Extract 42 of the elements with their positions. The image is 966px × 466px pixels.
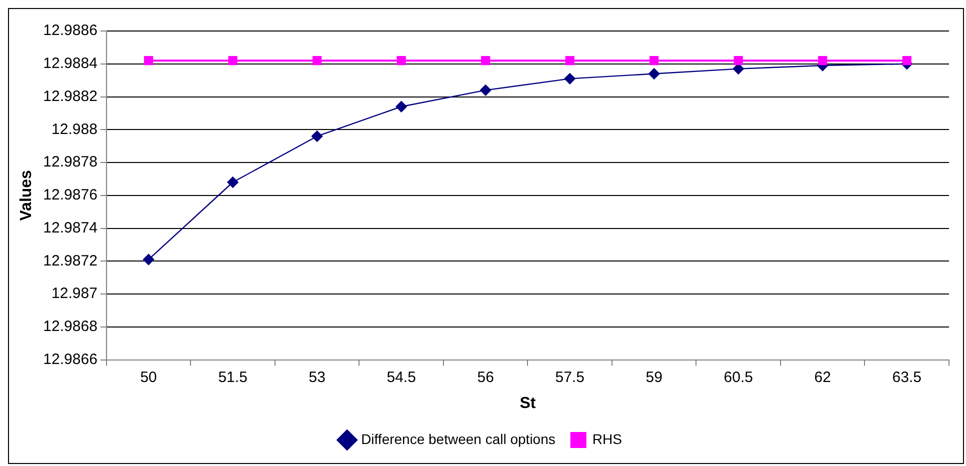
y-tick-label: 12.9866 [43,350,98,368]
y-tick-label: 12.9886 [43,22,98,40]
y-tick-label: 12.9876 [43,186,98,204]
y-tick-label: 12.9882 [43,88,98,105]
point [228,56,238,66]
legend-label: Difference between call options [361,430,556,447]
point [902,56,912,66]
point [396,56,406,66]
point [734,56,743,66]
point [565,56,574,66]
point [396,101,407,112]
x-tick-label: 54.5 [386,368,416,386]
point [650,56,659,66]
point [311,130,323,142]
x-tick-label: 62 [814,368,831,386]
x-tick-label: 63.5 [892,368,922,386]
point [648,68,660,80]
x-tick-label: 50 [140,368,157,386]
x-tick-label: 57.5 [555,368,584,386]
x-tick-label: 51.5 [218,368,248,386]
point [144,56,154,66]
point [481,56,490,66]
point [142,254,154,266]
y-tick-label: 12.9872 [43,252,98,270]
x-tick-label: 53 [308,368,326,386]
y-tick-label: 12.987 [52,285,98,302]
point [818,56,828,66]
x-axis-title: St [520,394,536,412]
y-tick-label: 12.9884 [43,55,98,72]
point [564,73,576,84]
y-tick-label: 12.988 [52,120,98,138]
x-tick-label: 59 [646,368,662,386]
x-tick-label: 56 [477,368,494,386]
y-tick-label: 12.9878 [43,154,98,171]
y-axis-title: Values [18,170,36,221]
legend-label: RHS [592,430,622,447]
y-tick-label: 12.9868 [43,318,98,336]
point [227,176,238,188]
y-tick-label: 12.9874 [43,219,98,236]
point [312,56,322,66]
x-tick-label: 60.5 [724,368,753,386]
point [480,84,492,96]
